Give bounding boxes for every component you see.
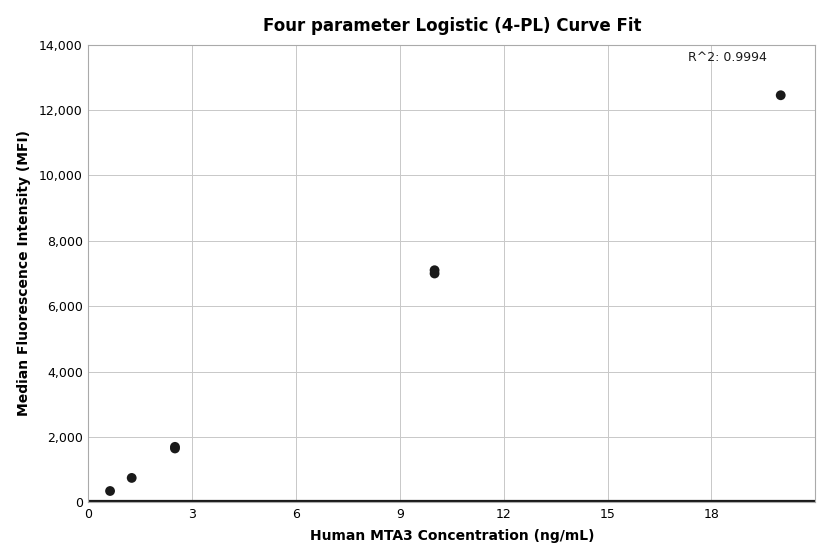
Point <box>428 266 441 275</box>
Point <box>428 269 441 278</box>
Text: R^2: 0.9994: R^2: 0.9994 <box>688 51 767 64</box>
Title: Four parameter Logistic (4-PL) Curve Fit: Four parameter Logistic (4-PL) Curve Fit <box>263 17 641 35</box>
Point <box>168 444 181 453</box>
Y-axis label: Median Fluorescence Intensity (MFI): Median Fluorescence Intensity (MFI) <box>17 130 31 417</box>
Point <box>125 473 138 482</box>
X-axis label: Human MTA3 Concentration (ng/mL): Human MTA3 Concentration (ng/mL) <box>310 529 594 543</box>
Point <box>168 442 181 451</box>
Point <box>774 91 787 100</box>
Point <box>103 487 116 496</box>
